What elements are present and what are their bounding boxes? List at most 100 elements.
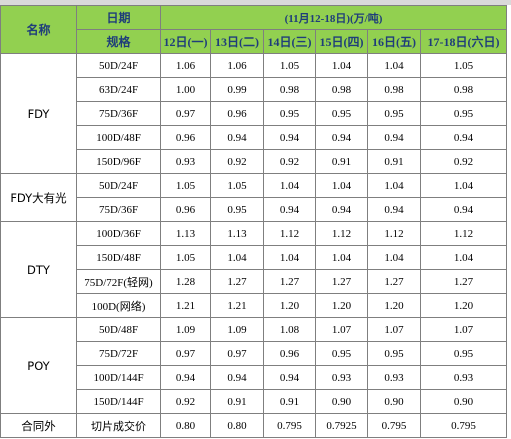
table-title: (11月12-18日)(万/吨) bbox=[160, 5, 507, 30]
price-table: 名称 日期 (11月12-18日)(万/吨) 规格 12日(一) 13日(二) … bbox=[0, 5, 507, 438]
price-cell: 0.97 bbox=[160, 101, 211, 126]
day-header: 15日(四) bbox=[315, 29, 368, 54]
price-cell: 0.94 bbox=[263, 365, 316, 390]
price-cell: 1.27 bbox=[367, 269, 421, 294]
spec-cell: 50D/24F bbox=[76, 53, 161, 78]
table-row: 75D/72F(轻网) 1.28 1.27 1.27 1.27 1.27 1.27 bbox=[1, 269, 507, 294]
spec-cell: 100D/48F bbox=[76, 125, 161, 150]
price-cell: 0.95 bbox=[420, 101, 507, 126]
price-cell: 1.28 bbox=[160, 269, 211, 294]
price-cell: 1.27 bbox=[263, 269, 316, 294]
spec-column-header: 规格 bbox=[76, 29, 161, 54]
price-cell: 0.7925 bbox=[315, 413, 368, 438]
price-cell: 0.98 bbox=[420, 77, 507, 102]
price-cell: 0.795 bbox=[263, 413, 316, 438]
price-cell: 0.95 bbox=[367, 341, 421, 366]
spec-cell: 50D/48F bbox=[76, 317, 161, 342]
price-cell: 1.07 bbox=[367, 317, 421, 342]
price-cell: 1.05 bbox=[263, 53, 316, 78]
price-cell: 1.05 bbox=[210, 173, 264, 198]
table-row: DTY 100D/36F 1.13 1.13 1.12 1.12 1.12 1.12 bbox=[0, 221, 507, 318]
price-cell: 0.95 bbox=[367, 101, 421, 126]
price-cell: 0.97 bbox=[160, 341, 211, 366]
price-cell: 1.21 bbox=[210, 293, 264, 318]
price-cell: 1.20 bbox=[315, 293, 368, 318]
table-row: 75D/36F 0.97 0.96 0.95 0.95 0.95 0.95 bbox=[1, 101, 507, 126]
table-row: FDY大有光 50D/24F 1.05 1.05 1.04 1.04 1.04 1.04 bbox=[0, 173, 507, 222]
price-cell: 0.95 bbox=[315, 101, 368, 126]
price-cell: 1.05 bbox=[160, 173, 211, 198]
price-cell: 0.795 bbox=[420, 413, 507, 438]
price-cell: 1.07 bbox=[315, 317, 368, 342]
price-cell: 1.20 bbox=[263, 293, 316, 318]
price-cell: 1.27 bbox=[420, 269, 507, 294]
price-cell: 1.04 bbox=[420, 173, 507, 198]
price-cell: 1.13 bbox=[160, 221, 211, 246]
product-name-cell: FDY大有光 bbox=[0, 173, 77, 222]
price-cell: 0.94 bbox=[263, 197, 316, 222]
spec-cell: 150D/48F bbox=[76, 245, 161, 270]
product-name-cell: DTY bbox=[0, 221, 77, 318]
price-cell: 0.96 bbox=[160, 125, 211, 150]
price-cell: 1.13 bbox=[210, 221, 264, 246]
price-cell: 1.27 bbox=[210, 269, 264, 294]
price-cell: 0.99 bbox=[210, 77, 264, 102]
price-cell: 1.27 bbox=[315, 269, 368, 294]
table-row: POY 50D/48F 1.09 1.09 1.08 1.07 1.07 1.07 bbox=[0, 317, 507, 414]
spec-cell: 100D/144F bbox=[76, 365, 161, 390]
price-cell: 1.07 bbox=[420, 317, 507, 342]
table-row: 150D/48F 1.05 1.04 1.04 1.04 1.04 1.04 bbox=[1, 245, 507, 270]
spec-cell: 75D/36F bbox=[76, 197, 161, 222]
price-cell: 0.92 bbox=[160, 389, 211, 414]
price-cell: 0.94 bbox=[210, 365, 264, 390]
price-cell: 0.92 bbox=[210, 149, 264, 174]
price-cell: 0.95 bbox=[263, 101, 316, 126]
price-cell: 1.05 bbox=[420, 53, 507, 78]
price-cell: 1.21 bbox=[160, 293, 211, 318]
price-cell: 0.91 bbox=[210, 389, 264, 414]
spec-cell: 75D/36F bbox=[76, 101, 161, 126]
header-row-2: 规格 12日(一) 13日(二) 14日(三) 15日(四) 16日(五) 17… bbox=[1, 29, 507, 54]
day-header: 12日(一) bbox=[160, 29, 211, 54]
table-row: 100D(网络) 1.21 1.21 1.20 1.20 1.20 1.20 bbox=[1, 293, 507, 318]
table-row: 150D/144F 0.92 0.91 0.91 0.90 0.90 0.90 bbox=[1, 389, 507, 414]
price-cell: 1.00 bbox=[160, 77, 211, 102]
price-cell: 0.95 bbox=[315, 341, 368, 366]
table-row: 75D/36F 0.96 0.95 0.94 0.94 0.94 0.94 bbox=[1, 197, 507, 222]
price-cell: 1.12 bbox=[263, 221, 316, 246]
price-cell: 1.05 bbox=[160, 245, 211, 270]
spec-cell: 150D/96F bbox=[76, 149, 161, 174]
price-cell: 0.94 bbox=[210, 125, 264, 150]
product-name-cell: POY bbox=[0, 317, 77, 414]
table-row: 100D/144F 0.94 0.94 0.94 0.93 0.93 0.93 bbox=[1, 365, 507, 390]
spec-cell: 切片成交价 bbox=[76, 413, 161, 438]
date-column-header: 日期 bbox=[76, 5, 161, 30]
price-cell: 1.20 bbox=[420, 293, 507, 318]
price-cell: 0.94 bbox=[315, 197, 368, 222]
price-cell: 0.795 bbox=[367, 413, 421, 438]
price-cell: 0.94 bbox=[263, 125, 316, 150]
price-cell: 0.90 bbox=[420, 389, 507, 414]
price-cell: 0.92 bbox=[263, 149, 316, 174]
spec-cell: 150D/144F bbox=[76, 389, 161, 414]
top-strip bbox=[0, 0, 511, 5]
price-cell: 0.93 bbox=[420, 365, 507, 390]
price-cell: 0.94 bbox=[367, 197, 421, 222]
price-cell: 1.04 bbox=[315, 53, 368, 78]
price-cell: 1.06 bbox=[160, 53, 211, 78]
price-cell: 1.20 bbox=[367, 293, 421, 318]
price-cell: 1.04 bbox=[210, 245, 264, 270]
price-cell: 0.93 bbox=[160, 149, 211, 174]
spec-cell: 63D/24F bbox=[76, 77, 161, 102]
price-cell: 0.96 bbox=[210, 101, 264, 126]
product-name-cell: 合同外 bbox=[0, 413, 77, 438]
price-cell: 0.98 bbox=[263, 77, 316, 102]
price-cell: 1.08 bbox=[263, 317, 316, 342]
table-row: 75D/72F 0.97 0.97 0.96 0.95 0.95 0.95 bbox=[1, 341, 507, 366]
price-cell: 1.04 bbox=[367, 53, 421, 78]
price-cell: 1.04 bbox=[367, 173, 421, 198]
price-cell: 0.94 bbox=[420, 125, 507, 150]
price-cell: 0.90 bbox=[367, 389, 421, 414]
price-cell: 1.12 bbox=[420, 221, 507, 246]
price-cell: 0.90 bbox=[315, 389, 368, 414]
